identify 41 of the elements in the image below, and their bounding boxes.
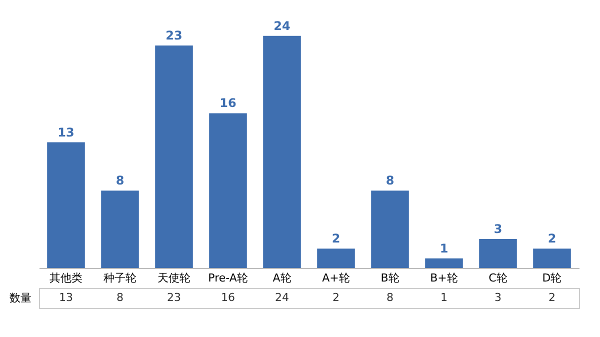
data-label: 16 bbox=[221, 291, 235, 304]
total-label: 2 bbox=[332, 232, 340, 246]
bar bbox=[479, 238, 517, 268]
data-label: 3 bbox=[494, 291, 502, 304]
bar bbox=[155, 46, 193, 268]
x-tick-label: 种子轮 bbox=[104, 272, 136, 284]
x-tick-label: 天使轮 bbox=[158, 272, 190, 284]
data-label: 13 bbox=[59, 291, 73, 304]
x-tick-label: D轮 bbox=[542, 272, 562, 284]
bar bbox=[209, 113, 247, 268]
x-tick-label: 其他类 bbox=[50, 272, 82, 284]
data-label: 2 bbox=[332, 291, 340, 304]
data-label: 24 bbox=[275, 291, 289, 304]
total-label: 13 bbox=[58, 125, 74, 140]
bar bbox=[101, 190, 139, 268]
x-tick-label: C轮 bbox=[488, 272, 508, 284]
bar bbox=[371, 190, 409, 268]
total-label: 2 bbox=[548, 232, 556, 246]
x-tick-label: B+轮 bbox=[430, 272, 458, 284]
bar bbox=[317, 248, 355, 268]
data-label: 23 bbox=[167, 291, 181, 304]
total-label: 1 bbox=[440, 241, 448, 256]
bar bbox=[533, 248, 571, 268]
x-tick-label: A+轮 bbox=[322, 272, 350, 284]
x-tick-label: Pre-A轮 bbox=[208, 272, 248, 284]
text: 数量 bbox=[10, 292, 32, 304]
bar bbox=[263, 36, 301, 268]
total-label: 8 bbox=[386, 174, 394, 188]
bar bbox=[47, 142, 85, 268]
data-label: 1 bbox=[440, 291, 448, 304]
x-tick-label: A轮 bbox=[272, 272, 292, 284]
total-label: 23 bbox=[166, 28, 182, 43]
total-label: 8 bbox=[116, 174, 124, 188]
data-label: 2 bbox=[548, 291, 556, 304]
x-tick-label: B轮 bbox=[380, 272, 400, 284]
bar bbox=[425, 258, 463, 268]
total-label: 24 bbox=[274, 18, 290, 33]
total-label: 3 bbox=[494, 222, 502, 236]
data-label: 8 bbox=[386, 291, 394, 304]
total-label: 16 bbox=[220, 96, 236, 110]
data-label: 8 bbox=[116, 291, 124, 304]
